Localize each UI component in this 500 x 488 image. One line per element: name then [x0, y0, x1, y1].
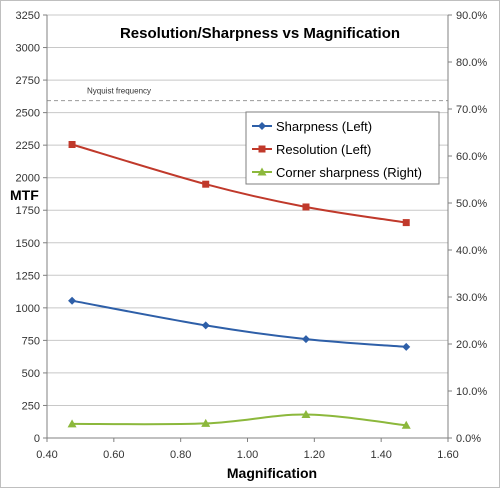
legend-box — [245, 111, 440, 185]
left-tick-label: 1750 — [16, 205, 40, 217]
left-tick-label: 500 — [22, 368, 40, 380]
corner-sharpness-line — [72, 413, 407, 427]
x-tick-label: 0.60 — [103, 449, 124, 461]
left-tick-label: 3000 — [16, 43, 40, 55]
right-tick-label: 80.0% — [456, 57, 487, 69]
left-tick-label: 2000 — [16, 173, 40, 185]
right-tick-label: 70.0% — [456, 104, 487, 116]
right-tick-label: 60.0% — [456, 151, 487, 163]
left-tick-label: 1000 — [16, 303, 40, 315]
corner-sharpness-point — [401, 420, 411, 429]
corner-sharpness-point — [67, 419, 77, 428]
sharpness-line — [71, 299, 407, 348]
right-tick-label: 20.0% — [456, 339, 487, 351]
sharpness-point — [201, 321, 210, 330]
legend-marker — [258, 145, 266, 153]
right-tick-label: 0.0% — [456, 433, 481, 445]
sharpness-point — [402, 342, 411, 351]
left-tick-label: 750 — [22, 335, 40, 347]
reference-line-group: Nyquist frequency — [47, 87, 448, 102]
chart-title: Resolution/Sharpness vs Magnification — [120, 25, 400, 42]
right-tick-label: 40.0% — [456, 245, 487, 257]
legend-entry-sharpness: Sharpness (Left) — [276, 119, 372, 134]
right-tick-label: 90.0% — [456, 10, 487, 22]
x-tick-label: 0.40 — [36, 449, 57, 461]
left-tick-label: 3250 — [16, 10, 40, 22]
y-axis-title: MTF — [10, 187, 39, 203]
x-tick-label: 1.20 — [304, 449, 325, 461]
legend-marker — [258, 122, 266, 130]
resolution-point — [202, 180, 210, 188]
legend-entry-resolution: Resolution (Left) — [276, 142, 371, 157]
sharpness-point — [301, 335, 310, 344]
left-tick-label: 250 — [22, 400, 40, 412]
nyquist-label: Nyquist frequency — [87, 87, 151, 96]
corner-sharpness-point — [201, 418, 211, 427]
resolution-point — [402, 219, 410, 227]
sharpness-point — [68, 296, 77, 305]
x-tick-label: 0.80 — [170, 449, 191, 461]
right-tick-label: 10.0% — [456, 386, 487, 398]
series-group — [67, 141, 411, 429]
resolution-line — [71, 143, 407, 224]
legend-entry-corner-sharpness: Corner sharpness (Right) — [276, 165, 422, 180]
left-tick-label: 1500 — [16, 238, 40, 250]
left-tick-label: 2250 — [16, 140, 40, 152]
axes — [43, 14, 452, 442]
x-tick-label: 1.00 — [237, 449, 258, 461]
x-tick-label: 1.40 — [370, 449, 391, 461]
legend: Sharpness (Left) Resolution (Left) Corner … — [245, 111, 440, 185]
x-tick-label: 1.60 — [437, 449, 458, 461]
left-tick-label: 1250 — [16, 270, 40, 282]
corner-sharpness-point — [301, 410, 311, 418]
grid-lines — [47, 14, 448, 406]
resolution-point — [302, 203, 310, 211]
right-tick-label: 30.0% — [456, 292, 487, 304]
left-tick-label: 0 — [34, 433, 40, 445]
tick-labels: 0 250 500 750 1000 1250 1500 1750 2000 2250 2500 27… — [16, 10, 488, 461]
legend-marker — [257, 167, 267, 176]
right-tick-label: 50.0% — [456, 198, 487, 210]
resolution-point — [68, 141, 76, 149]
left-tick-label: 2750 — [16, 75, 40, 87]
left-tick-label: 2500 — [16, 108, 40, 120]
x-axis-title: Magnification — [227, 465, 317, 481]
